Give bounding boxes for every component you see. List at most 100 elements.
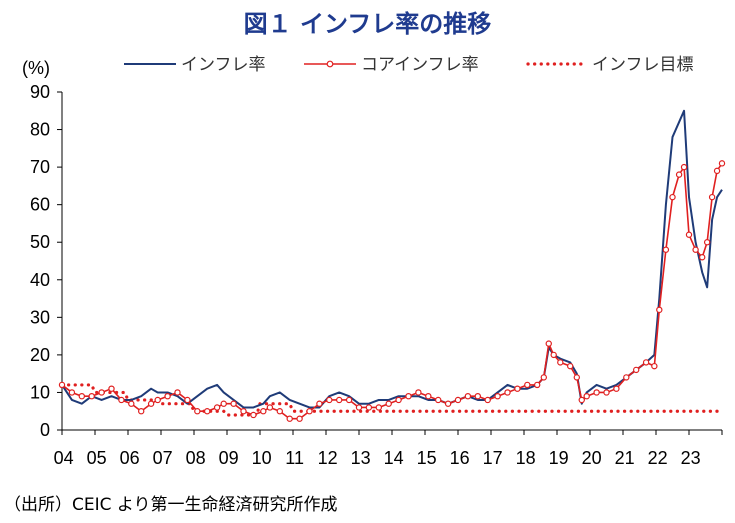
core-inflation-point [98,389,105,396]
core-inflation-point [444,400,452,407]
x-tick-label: 13 [351,448,371,468]
core-inflation-point [306,408,313,415]
plot-area [58,109,726,422]
core-inflation-point [395,396,402,404]
x-tick-label: 04 [54,448,74,468]
core-inflation-point [435,396,442,404]
y-tick-label: 30 [30,307,50,327]
x-tick-label: 12 [318,448,338,468]
core-inflation-point [567,362,574,370]
x-tick-label: 11 [285,448,304,468]
core-inflation-point [557,359,564,366]
core-inflation-point [345,396,353,404]
core-inflation-point [286,415,293,422]
x-tick-label: 20 [582,448,602,468]
core-inflation-point [375,404,382,411]
core-inflation-point [355,404,363,411]
x-tick-label: 05 [87,448,107,468]
legend-inflation-label: インフレ率 [181,55,266,75]
core-inflation-point [88,393,95,400]
core-inflation-point [326,396,333,404]
y-tick-label: 80 [30,120,50,140]
core-inflation-point [550,351,557,359]
core-inflation-point [194,408,201,415]
core-inflation-point [708,193,716,201]
core-inflation-point [68,389,76,396]
core-inflation-point [593,389,600,396]
source-note: （出所）CEIC より第一生命経済研究所作成 [4,495,338,515]
core-inflation-point [464,393,472,400]
core-inflation-point [545,340,552,347]
core-inflation-point [494,393,501,400]
x-tick-label: 09 [219,448,239,468]
core-inflation-point [642,359,650,366]
y-tick-label: 10 [30,382,50,402]
core-inflation-point [656,306,663,314]
x-tick-label: 22 [648,448,668,468]
core-inflation-point [184,396,191,404]
core-inflation-point [534,381,541,389]
x-tick-label: 15 [417,448,437,468]
core-inflation-point [713,167,721,175]
core-inflation-point [692,246,699,253]
x-tick-label: 06 [120,448,140,468]
core-inflation-point [336,396,343,404]
legend-core-label: コアインフレ率 [361,55,479,75]
y-tick-label: 60 [30,195,50,215]
core-inflation-point [213,404,221,411]
x-tick-label: 10 [252,448,272,468]
x-tick-label: 07 [153,448,173,468]
core-inflation-point [240,408,247,415]
core-inflation-point [633,366,640,374]
core-inflation-point [58,381,66,389]
core-inflation-point [128,400,135,407]
core-inflation-point [137,408,145,415]
core-inflation-point [703,239,711,246]
core-inflation-point [540,374,548,381]
core-inflation-point [296,415,303,422]
core-inflation-point [662,246,670,253]
core-inflation-point [504,389,511,396]
chart-title: 図１ インフレ率の推移 [243,10,492,38]
y-tick-label: 90 [30,82,50,102]
core-inflation-point [718,160,726,167]
core-inflation-point [425,393,432,400]
core-inflation-point [484,396,491,404]
legend: インフレ率 コアインフレ率 インフレ目標 [124,55,694,75]
series-inflation-target-line [60,383,724,417]
core-inflation-point [675,171,683,178]
legend-core-marker [326,60,334,68]
y-tick-label: 50 [30,232,50,252]
core-inflation-point [685,231,693,238]
x-tick-label: 23 [681,448,701,468]
core-inflation-point [405,393,412,400]
x-tick-label: 18 [516,448,536,468]
core-inflation-point [266,404,274,411]
core-inflation-point [415,389,422,396]
core-inflation-point [651,362,658,370]
y-tick-label: 20 [30,345,50,365]
core-inflation-point [365,404,373,411]
core-inflation-point [164,393,171,400]
core-inflation-point [118,396,125,404]
core-inflation-point [250,411,257,419]
core-inflation-point [154,396,161,404]
core-inflation-point [524,381,531,389]
core-inflation-point [514,385,521,392]
y-tick-label: 40 [30,270,50,290]
core-inflation-point [230,400,237,407]
core-inflation-point [669,193,676,201]
core-inflation-point [220,400,227,407]
core-inflation-point [699,254,706,261]
core-inflation-point [603,389,610,396]
core-inflation-point [316,400,323,407]
x-tick-label: 19 [549,448,569,468]
core-inflation-point [385,400,392,407]
y-tick-label: 0 [40,420,50,440]
x-tick-label: 21 [615,448,635,468]
core-inflation-point [623,374,630,381]
core-inflation-point [108,385,115,392]
legend-target-label: インフレ目標 [592,55,694,75]
core-inflation-point [147,400,155,407]
y-axis-unit-label: (%) [22,58,50,78]
